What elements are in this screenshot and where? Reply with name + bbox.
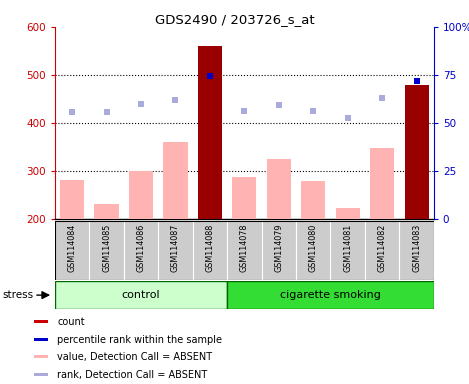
Text: GSM114085: GSM114085: [102, 224, 111, 272]
Text: GSM114084: GSM114084: [68, 224, 76, 272]
Bar: [34, 356, 48, 358]
Bar: [370, 148, 394, 219]
Text: GSM114081: GSM114081: [343, 224, 352, 272]
Text: GSM114088: GSM114088: [205, 224, 214, 272]
Bar: [129, 171, 153, 219]
Text: GSM114080: GSM114080: [309, 224, 318, 272]
Text: rank, Detection Call = ABSENT: rank, Detection Call = ABSENT: [57, 370, 207, 380]
Bar: [365, 221, 400, 280]
Bar: [55, 281, 227, 309]
Text: GSM114083: GSM114083: [412, 224, 421, 272]
Bar: [405, 86, 429, 219]
Text: cigarette smoking: cigarette smoking: [280, 290, 381, 300]
Text: GDS2490 / 203726_s_at: GDS2490 / 203726_s_at: [155, 13, 314, 26]
Bar: [34, 338, 48, 341]
Bar: [94, 204, 119, 219]
Text: GSM114082: GSM114082: [378, 224, 386, 272]
Text: GSM114087: GSM114087: [171, 224, 180, 272]
Text: GSM114086: GSM114086: [136, 224, 145, 272]
Text: value, Detection Call = ABSENT: value, Detection Call = ABSENT: [57, 353, 212, 362]
Bar: [193, 221, 227, 280]
Bar: [227, 281, 434, 309]
Bar: [232, 177, 257, 219]
Bar: [331, 221, 365, 280]
Bar: [55, 221, 89, 280]
Bar: [34, 320, 48, 323]
Bar: [262, 221, 296, 280]
Bar: [227, 221, 262, 280]
Bar: [34, 373, 48, 376]
Bar: [296, 221, 331, 280]
Bar: [400, 221, 434, 280]
Bar: [198, 46, 222, 219]
Bar: [301, 182, 325, 219]
Bar: [336, 208, 360, 219]
Bar: [267, 159, 291, 219]
Text: GSM114078: GSM114078: [240, 224, 249, 272]
Text: control: control: [121, 290, 160, 300]
Bar: [124, 221, 158, 280]
Bar: [89, 221, 124, 280]
Text: stress: stress: [2, 290, 33, 300]
Bar: [163, 142, 188, 219]
Bar: [60, 180, 84, 219]
Text: GSM114079: GSM114079: [274, 224, 283, 272]
Text: percentile rank within the sample: percentile rank within the sample: [57, 334, 222, 344]
Bar: [158, 221, 193, 280]
Text: count: count: [57, 317, 85, 327]
